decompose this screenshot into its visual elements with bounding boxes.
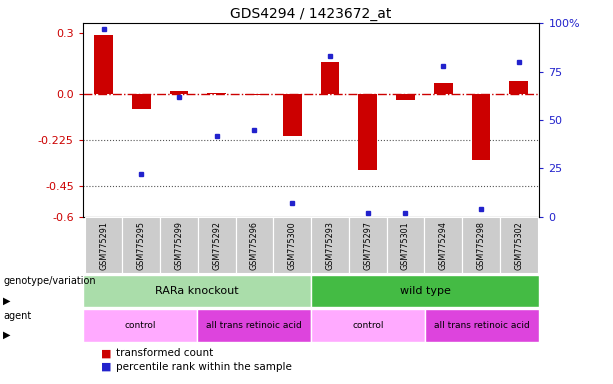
Text: GSM775296: GSM775296 <box>250 222 259 270</box>
Bar <box>83 309 197 342</box>
Text: ▶: ▶ <box>3 296 10 306</box>
Bar <box>500 217 538 273</box>
Text: GSM775300: GSM775300 <box>287 222 297 270</box>
Text: GSM775301: GSM775301 <box>401 222 410 270</box>
Bar <box>425 309 539 342</box>
Text: ▶: ▶ <box>3 330 10 340</box>
Text: control: control <box>124 321 156 330</box>
Title: GDS4294 / 1423672_at: GDS4294 / 1423672_at <box>230 7 392 21</box>
Bar <box>160 217 198 273</box>
Bar <box>197 309 311 342</box>
Text: GSM775298: GSM775298 <box>476 222 485 270</box>
Bar <box>471 94 490 160</box>
Text: GSM775302: GSM775302 <box>514 222 523 270</box>
Bar <box>434 83 452 94</box>
Bar <box>349 217 387 273</box>
Bar <box>207 93 226 94</box>
Text: control: control <box>352 321 384 330</box>
Bar <box>235 217 273 273</box>
Bar <box>198 217 235 273</box>
Bar <box>170 91 188 94</box>
Bar <box>509 81 528 94</box>
Text: agent: agent <box>3 311 31 321</box>
Text: all trans retinoic acid: all trans retinoic acid <box>206 321 302 330</box>
Bar <box>83 275 311 307</box>
Text: GSM775291: GSM775291 <box>99 222 108 270</box>
Bar <box>462 217 500 273</box>
Bar <box>283 94 302 136</box>
Bar <box>358 94 377 170</box>
Text: RARa knockout: RARa knockout <box>155 286 238 296</box>
Bar <box>311 275 539 307</box>
Text: ■: ■ <box>101 362 112 372</box>
Bar <box>273 217 311 273</box>
Bar <box>321 62 340 94</box>
Bar <box>123 217 160 273</box>
Bar <box>396 94 415 99</box>
Text: genotype/variation: genotype/variation <box>3 276 96 286</box>
Bar <box>424 217 462 273</box>
Text: transformed count: transformed count <box>116 348 214 358</box>
Bar <box>311 217 349 273</box>
Text: GSM775295: GSM775295 <box>137 222 146 270</box>
Text: GSM775292: GSM775292 <box>212 222 221 270</box>
Bar <box>387 217 424 273</box>
Text: GSM775294: GSM775294 <box>439 222 447 270</box>
Bar <box>311 309 425 342</box>
Text: wild type: wild type <box>400 286 451 296</box>
Bar <box>132 94 151 109</box>
Bar <box>94 35 113 94</box>
Text: percentile rank within the sample: percentile rank within the sample <box>116 362 292 372</box>
Bar <box>85 217 123 273</box>
Text: GSM775297: GSM775297 <box>364 222 372 270</box>
Text: all trans retinoic acid: all trans retinoic acid <box>435 321 530 330</box>
Text: ■: ■ <box>101 348 112 358</box>
Text: GSM775299: GSM775299 <box>175 222 183 270</box>
Bar <box>245 94 264 95</box>
Text: GSM775293: GSM775293 <box>326 222 335 270</box>
